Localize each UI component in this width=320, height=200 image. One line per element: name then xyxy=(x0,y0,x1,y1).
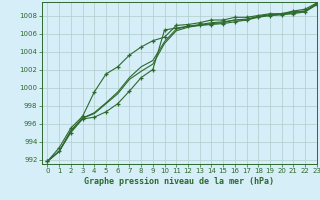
X-axis label: Graphe pression niveau de la mer (hPa): Graphe pression niveau de la mer (hPa) xyxy=(84,177,274,186)
